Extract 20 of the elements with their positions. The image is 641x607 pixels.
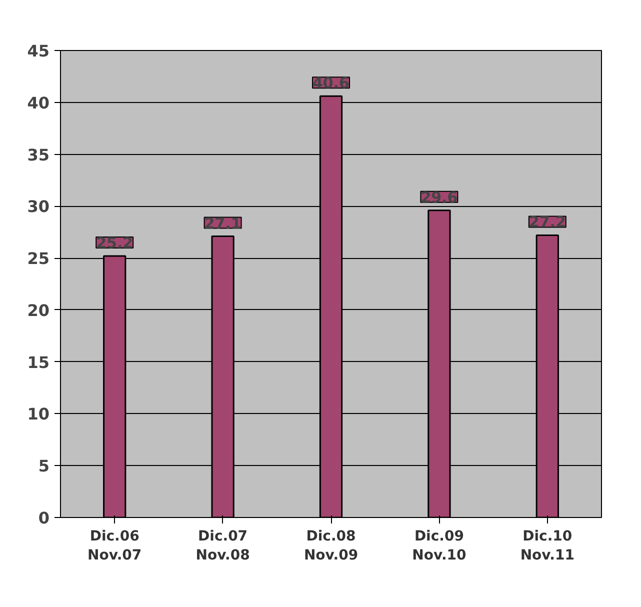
data-label: 27.1 [204, 214, 242, 232]
data-label: 29.6 [420, 188, 458, 206]
y-tick-label: 30 [27, 197, 50, 216]
y-tick-label: 5 [38, 456, 50, 476]
x-tick-label: Dic.07 Nov.08 [196, 528, 250, 564]
x-tick-label: Dic.08 Nov.09 [304, 528, 358, 564]
y-tick-label: 25 [27, 249, 50, 268]
data-label: 40.6 [312, 74, 350, 92]
y-tick-label: 10 [27, 404, 50, 424]
y-tick-label: 20 [27, 300, 50, 320]
x-tick-label: Dic.10 Nov.11 [520, 528, 574, 564]
x-tick-label: Dic.09 Nov.10 [412, 528, 467, 564]
x-tick-label: Dic.06 Nov.07 [88, 528, 142, 564]
y-tick-label: 0 [38, 508, 50, 528]
data-label: 25.2 [96, 234, 134, 252]
y-tick-label: 35 [27, 145, 50, 164]
y-tick-label: 45 [27, 42, 50, 60]
y-tick-label: 15 [27, 352, 50, 372]
y-tick-label: 40 [27, 93, 50, 112]
data-label: 27.2 [528, 213, 566, 232]
